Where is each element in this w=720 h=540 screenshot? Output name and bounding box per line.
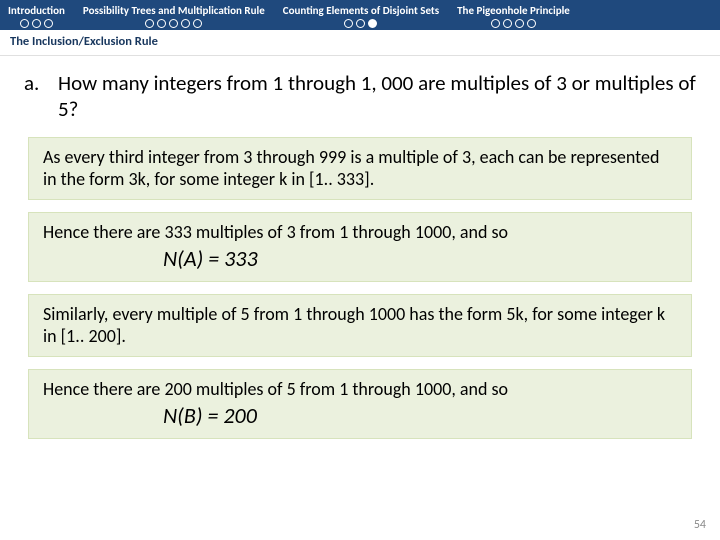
explanation-box-3: Similarly, every multiple of 5 from 1 th… — [28, 294, 692, 357]
nav-dot[interactable] — [32, 19, 41, 28]
nav-dots — [344, 19, 377, 28]
nav-dot[interactable] — [44, 19, 53, 28]
nav-dots — [145, 19, 202, 28]
navbar: Introduction Possibility Trees and Multip… — [0, 0, 720, 30]
nav-dot[interactable] — [157, 19, 166, 28]
nav-dot[interactable] — [491, 19, 500, 28]
nav-section[interactable]: Possibility Trees and Multiplication Rul… — [83, 4, 265, 28]
explanation-box-1: As every third integer from 3 through 99… — [28, 137, 692, 200]
box2-formula: N(A) = 333 — [43, 245, 677, 273]
nav-dot[interactable] — [145, 19, 154, 28]
nav-dot[interactable] — [356, 19, 365, 28]
nav-dot[interactable] — [169, 19, 178, 28]
nav-section[interactable]: The Pigeonhole Principle — [457, 4, 570, 28]
nav-section[interactable]: Introduction — [8, 4, 65, 28]
nav-dot[interactable] — [181, 19, 190, 28]
slide-content: a. How many integers from 1 through 1, 0… — [0, 56, 720, 439]
nav-subtitle: The Inclusion/Exclusion Rule — [0, 30, 720, 56]
question-text: How many integers from 1 through 1, 000 … — [58, 70, 696, 123]
box1-text: As every third integer from 3 through 99… — [43, 146, 659, 191]
explanation-box-2: Hence there are 333 multiples of 3 from … — [28, 212, 692, 282]
nav-dot[interactable] — [503, 19, 512, 28]
box4-formula: N(B) = 200 — [43, 402, 677, 430]
nav-dot[interactable] — [515, 19, 524, 28]
nav-dots — [20, 19, 53, 28]
box4-text: Hence there are 200 multiples of 5 from … — [43, 378, 508, 400]
nav-dot[interactable] — [368, 19, 377, 28]
box3-text: Similarly, every multiple of 5 from 1 th… — [43, 303, 665, 348]
nav-dot[interactable] — [193, 19, 202, 28]
explanation-box-4: Hence there are 200 multiples of 5 from … — [28, 369, 692, 439]
nav-dot[interactable] — [20, 19, 29, 28]
question-label: a. — [24, 70, 58, 123]
nav-dots — [491, 19, 536, 28]
nav-dot[interactable] — [527, 19, 536, 28]
slide-number: 54 — [694, 518, 706, 532]
nav-section-title: The Pigeonhole Principle — [457, 4, 570, 17]
nav-section-title: Introduction — [8, 4, 65, 17]
box2-text: Hence there are 333 multiples of 3 from … — [43, 221, 508, 243]
nav-section-title: Possibility Trees and Multiplication Rul… — [83, 4, 265, 17]
nav-section-title: Counting Elements of Disjoint Sets — [283, 4, 439, 17]
question: a. How many integers from 1 through 1, 0… — [24, 70, 696, 123]
nav-dot[interactable] — [344, 19, 353, 28]
nav-section[interactable]: Counting Elements of Disjoint Sets — [283, 4, 439, 28]
